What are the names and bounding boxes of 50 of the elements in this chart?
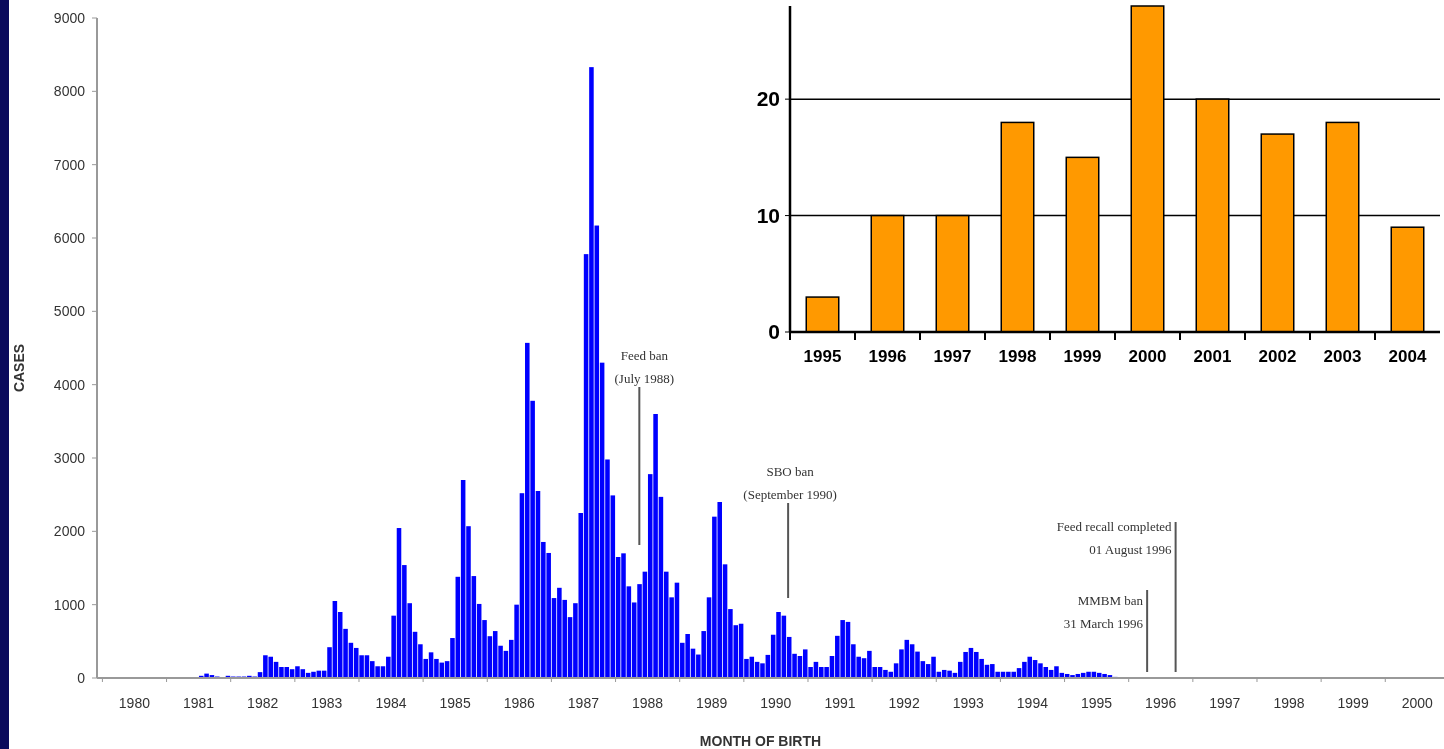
y-tick-label: 10 [756, 203, 780, 227]
x-tick-label: 1997 [1209, 695, 1241, 711]
x-tick-label: 1997 [933, 347, 972, 366]
x-tick-label: 2001 [1193, 347, 1232, 366]
x-tick-label: 1983 [311, 695, 343, 711]
x-tick-label: 1999 [1063, 347, 1102, 366]
x-tick-label: 1980 [118, 695, 151, 711]
y-tick-label: 1000 [53, 596, 86, 613]
y-tick-label: 20 [756, 87, 780, 111]
x-tick-label: 2004 [1388, 347, 1427, 366]
ref-line-label: Feed recall completed 01 August 1996 [1056, 519, 1173, 557]
y-tick-label: 7000 [53, 156, 86, 173]
x-tick-label: 1995 [803, 347, 842, 366]
y-axis-title: CASES [11, 343, 27, 393]
ref-line-label: SBO ban (September 1990) [743, 464, 837, 502]
x-tick-label: 1988 [631, 695, 664, 711]
y-tick-label: 0 [768, 320, 780, 344]
x-tick-label: 2000 [1128, 347, 1167, 366]
y-tick-label: 0 [77, 669, 86, 686]
ref-line-label: Feed ban (July 1988) [614, 348, 675, 386]
x-tick-label: 1996 [1145, 695, 1177, 711]
x-axis-title: MONTH OF BIRTH [699, 733, 822, 749]
y-tick-label: 4000 [53, 376, 86, 393]
x-tick-label: 2003 [1323, 347, 1362, 366]
y-tick-label: 8000 [53, 83, 86, 100]
y-tick-label: 9000 [53, 9, 86, 26]
x-tick-label: 1996 [868, 347, 907, 366]
y-tick-label: 5000 [53, 303, 86, 320]
x-tick-label: 1982 [247, 695, 279, 711]
x-tick-label: 1999 [1337, 695, 1369, 711]
x-tick-label: 1985 [439, 695, 471, 711]
x-tick-label: 1990 [760, 695, 792, 711]
x-tick-label: 1984 [375, 695, 407, 711]
x-tick-label: 1998 [998, 347, 1037, 366]
x-tick-label: 1995 [1080, 695, 1113, 711]
x-tick-label: 1987 [567, 695, 600, 711]
y-tick-label: 3000 [53, 449, 86, 466]
x-tick-label: 1989 [696, 695, 728, 711]
x-tick-label: 1986 [503, 695, 536, 711]
x-tick-label: 1994 [1016, 695, 1049, 711]
x-tick-label: 1998 [1273, 695, 1305, 711]
x-tick-label: 1991 [824, 695, 856, 711]
y-tick-label: 6000 [53, 229, 86, 246]
y-tick-label: 2000 [53, 523, 86, 540]
x-tick-label: 1992 [888, 695, 920, 711]
ref-line-label: MMBM ban 31 March 1996 [1063, 593, 1144, 631]
x-tick-label: 1981 [182, 695, 215, 711]
x-tick-label: 2000 [1401, 695, 1434, 711]
x-tick-label: 1993 [952, 695, 985, 711]
x-tick-label: 2002 [1258, 347, 1297, 366]
